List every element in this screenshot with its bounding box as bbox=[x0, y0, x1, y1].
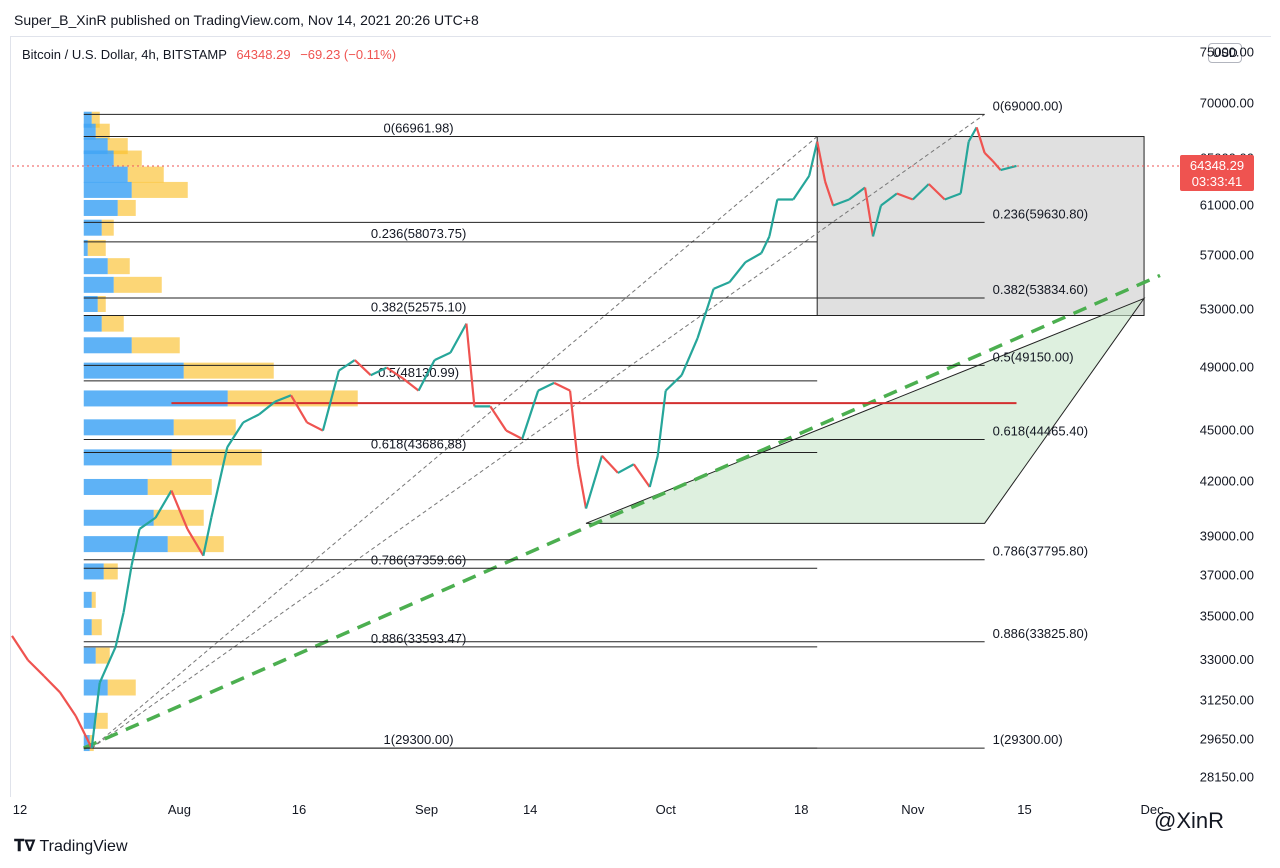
author-watermark: @XinR bbox=[1154, 808, 1225, 833]
publisher-line: Super_B_XinR published on TradingView.co… bbox=[14, 12, 479, 28]
price-change: −69.23 (−0.11%) bbox=[300, 47, 397, 62]
tradingview-brand[interactable]: 𝐓∇ TradingView bbox=[14, 836, 128, 856]
brand-label: TradingView bbox=[39, 838, 128, 855]
x-tick-label: 15 bbox=[1017, 802, 1031, 817]
x-tick-label: 12 bbox=[13, 802, 27, 817]
chart-frame bbox=[10, 36, 1271, 797]
tradingview-logo-icon: 𝐓∇ bbox=[14, 838, 36, 855]
x-tick-label: 16 bbox=[292, 802, 306, 817]
x-tick-label: 18 bbox=[794, 802, 808, 817]
x-tick-label: Sep bbox=[415, 802, 438, 817]
symbol-legend: Bitcoin / U.S. Dollar, 4h, BITSTAMP 6434… bbox=[22, 47, 396, 62]
x-tick-label: Nov bbox=[901, 802, 925, 817]
x-tick-label: Oct bbox=[656, 802, 677, 817]
last-price: 64348.29 bbox=[236, 47, 291, 62]
symbol-name: Bitcoin / U.S. Dollar, 4h, BITSTAMP bbox=[22, 47, 227, 62]
currency-button[interactable]: USD bbox=[1208, 43, 1242, 63]
x-tick-label: 14 bbox=[523, 802, 537, 817]
x-tick-label: Aug bbox=[168, 802, 191, 817]
